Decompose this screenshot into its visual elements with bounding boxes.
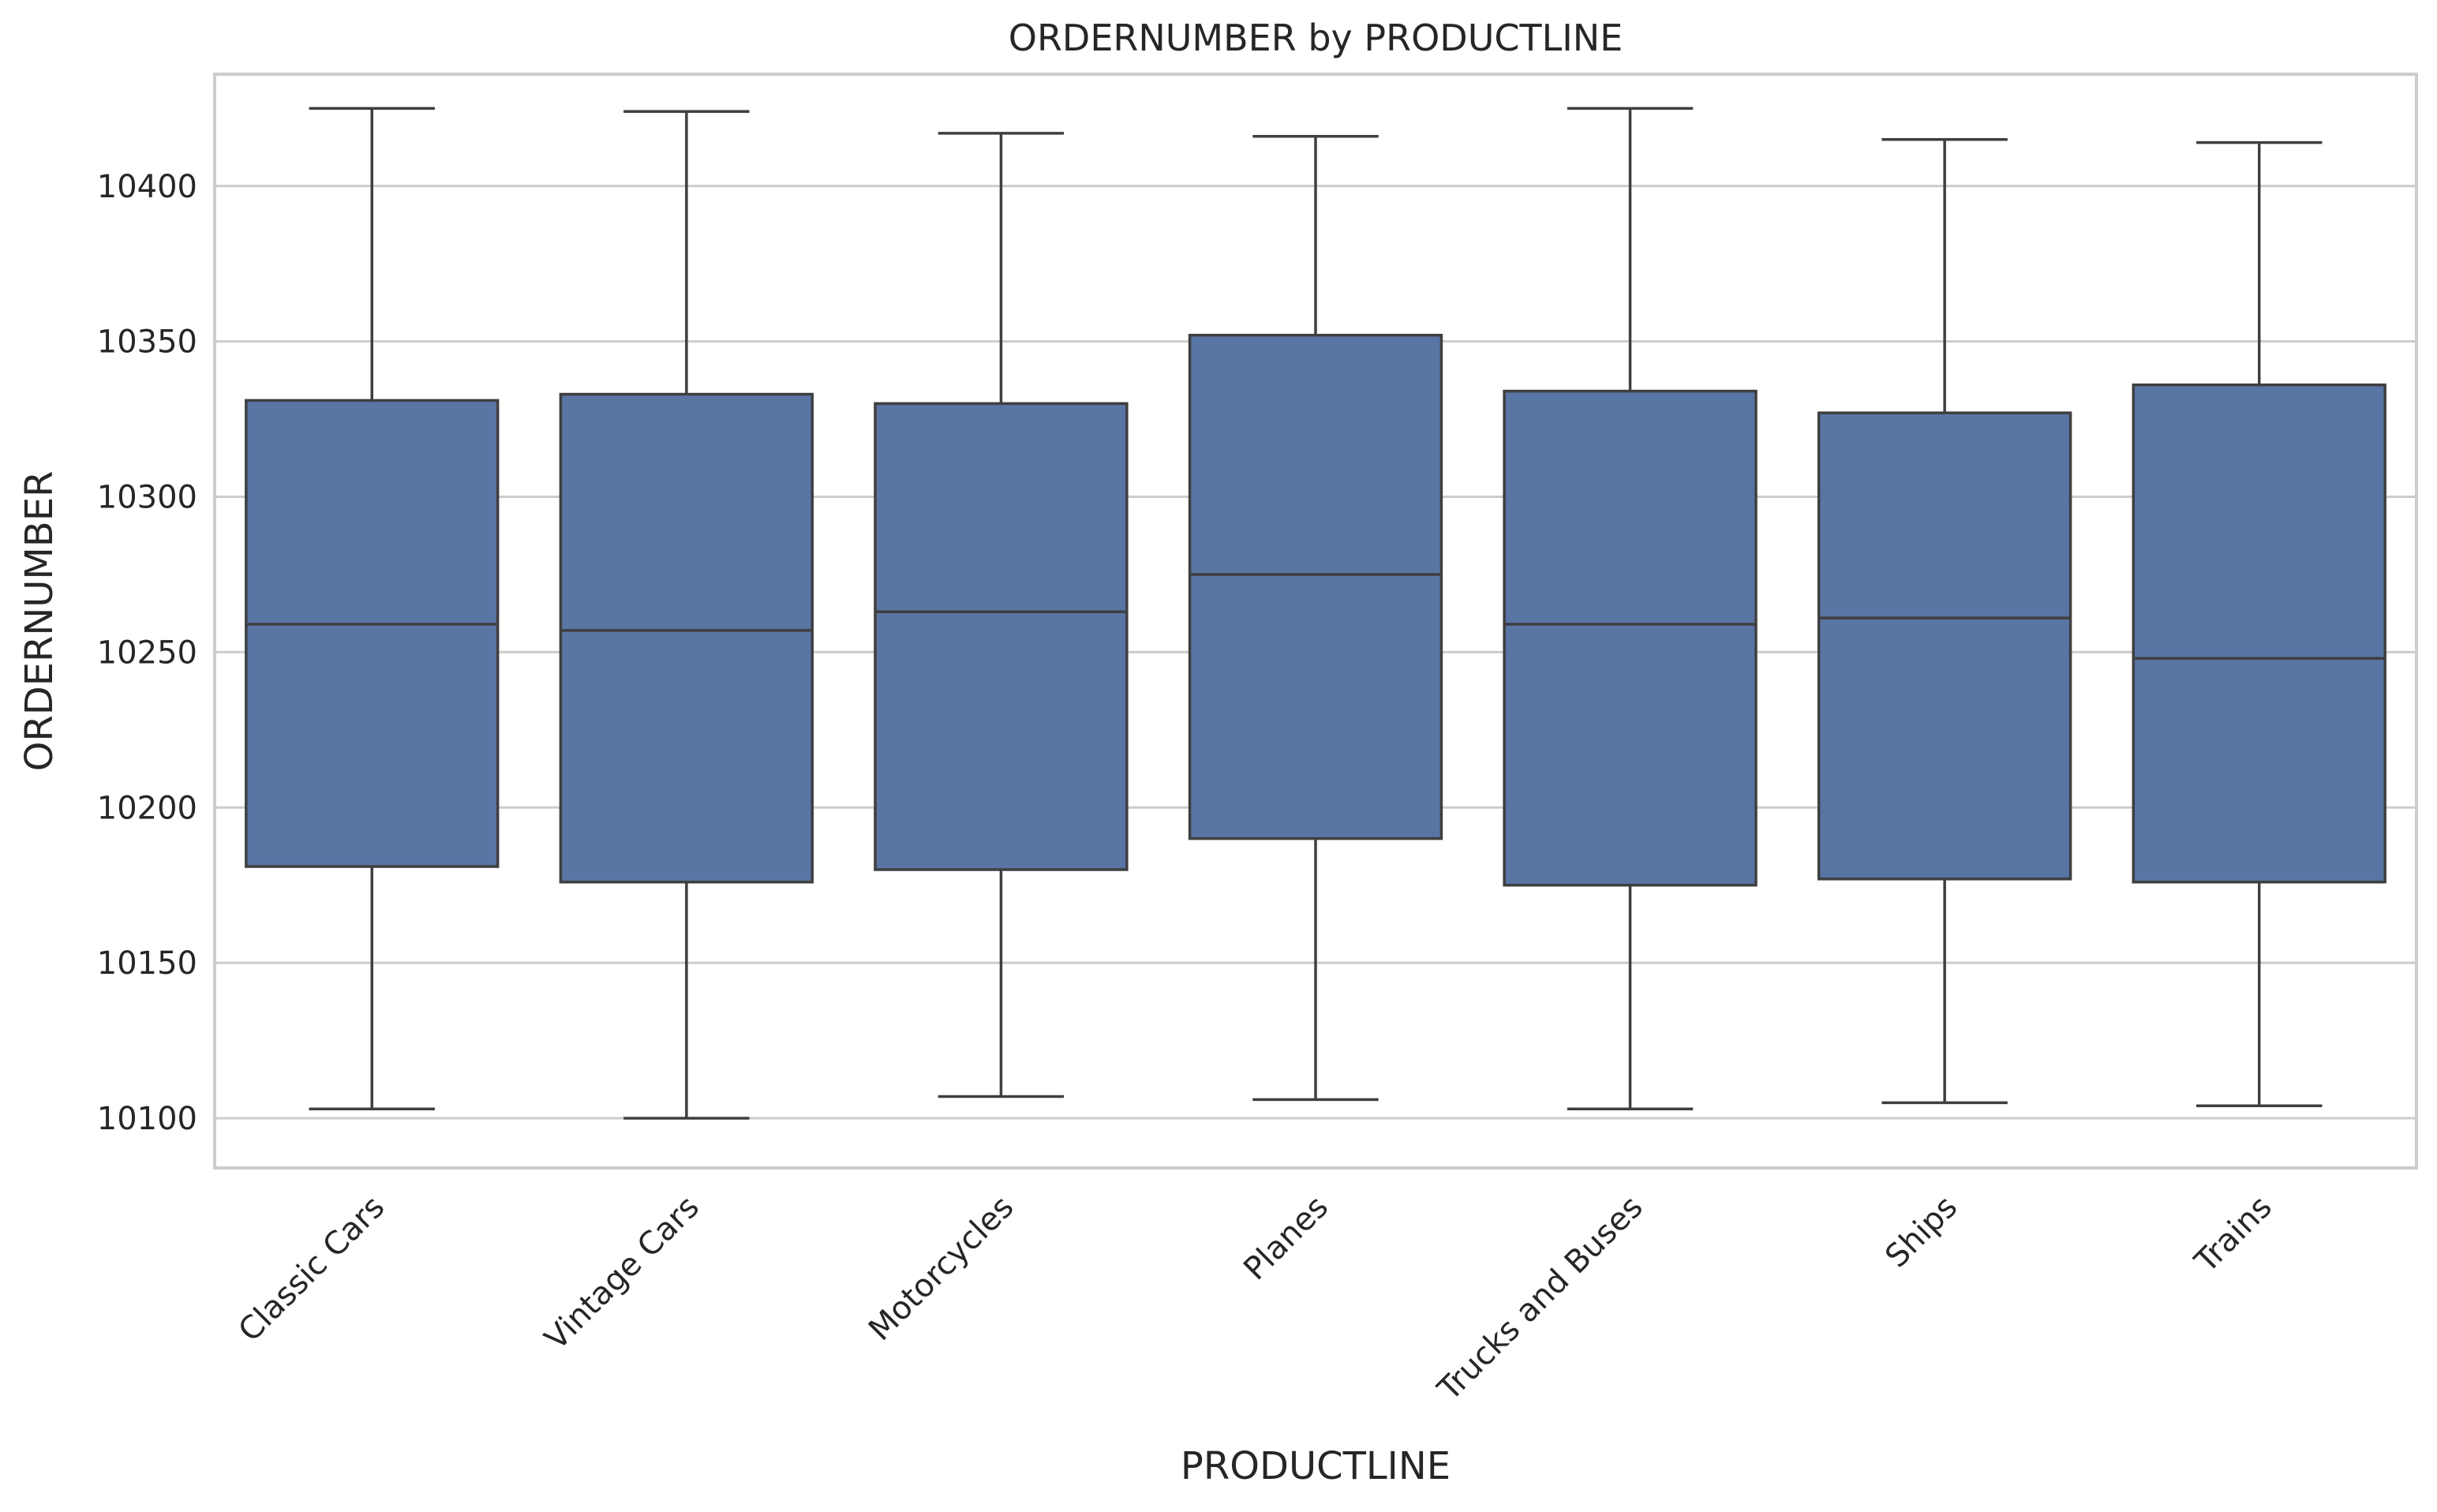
box-trains [2132,140,2386,1107]
plot-frame [213,73,2418,1170]
y-tick-label: 10150 [97,945,197,982]
x-tick-label: Vintage Cars [538,1189,706,1357]
box-vintage-cars [559,110,814,1120]
chart-title: ORDERNUMBER by PRODUCTLINE [1009,17,1623,59]
iqr-box [1817,411,2072,881]
iqr-box [1503,389,1758,887]
box-series [245,107,2386,1120]
box-planes [1188,135,1443,1102]
x-tick-label: Planes [1237,1189,1335,1288]
x-tick-label: Classic Cars [232,1189,392,1349]
iqr-box [874,402,1129,871]
x-axis-label: PRODUCTLINE [1181,1444,1451,1488]
iqr-box [245,399,500,868]
x-tick-label: Motorcycles [862,1189,1020,1348]
y-tick-label: 10100 [97,1101,197,1137]
y-tick-label: 10400 [97,169,197,205]
x-tick-labels: Classic Cars Vintage Cars Motorcycles Plane… [232,1189,2279,1409]
y-tick-labels: 10100 10150 10200 10250 10300 10350 10400 [97,169,197,1137]
iqr-box [559,392,814,884]
box-motorcycles [874,132,1129,1098]
box-ships [1817,137,2072,1105]
box-classic-cars [245,107,500,1110]
x-tick-label: Trucks and Buses [1431,1189,1650,1409]
x-tick-label: Ships [1878,1189,1964,1275]
x-tick-label: Trains [2188,1189,2279,1281]
y-tick-label: 10200 [97,790,197,826]
y-tick-label: 10350 [97,324,197,361]
y-axis-label: ORDERNUMBER [17,471,62,772]
iqr-box [1188,334,1443,840]
y-tick-label: 10300 [97,480,197,516]
box-trucks-and-buses [1503,107,1758,1110]
y-tick-label: 10250 [97,634,197,671]
iqr-box [2132,384,2386,884]
